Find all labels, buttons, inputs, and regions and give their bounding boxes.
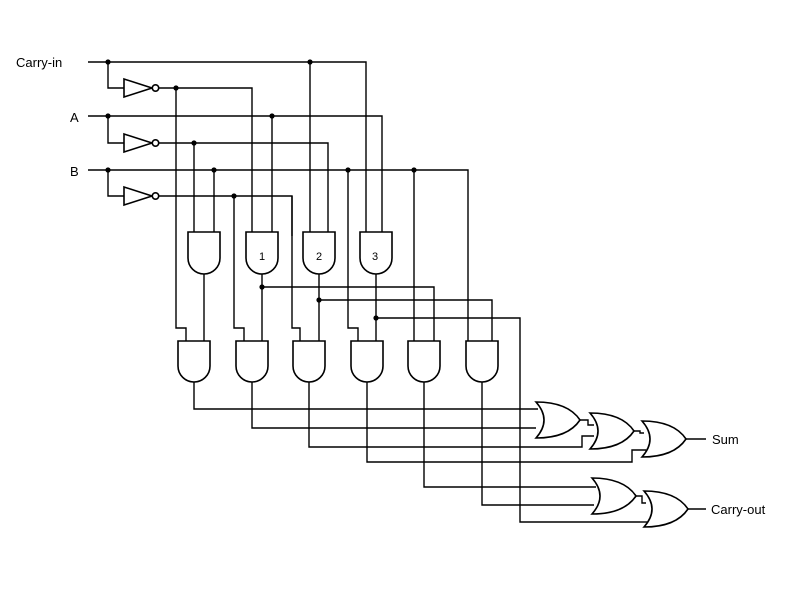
label-b: B	[70, 164, 79, 179]
or-gate-sum-2	[588, 412, 644, 450]
label-sum: Sum	[712, 432, 739, 447]
and-gate-mid-5	[465, 340, 499, 383]
or-gate-sum-1	[534, 401, 594, 439]
label-carry-out: Carry-out	[711, 502, 766, 517]
inverter-b	[123, 185, 293, 236]
inverter-carry-in	[123, 77, 253, 236]
gate-number-1: 1	[259, 251, 265, 263]
and-gate-mid-2	[292, 340, 326, 383]
gate-number-2: 2	[316, 251, 322, 263]
input-rails	[88, 59, 469, 345]
inverter-a	[123, 132, 329, 236]
and-gate-mid-4	[407, 340, 441, 383]
label-carry-in: Carry-in	[16, 55, 62, 70]
and-gate-top-0	[187, 231, 221, 275]
gate-number-3: 3	[372, 251, 378, 263]
and-gate-top-1: 1	[245, 231, 279, 275]
or-gate-carry-1	[590, 477, 646, 515]
or-gate-sum-3	[640, 420, 706, 458]
and-gate-mid-0	[177, 340, 211, 383]
and-gate-top-3: 3	[359, 231, 393, 275]
or-gate-carry-2	[642, 490, 706, 528]
and-gate-top-2: 2	[302, 231, 336, 275]
and-gate-mid-1	[235, 340, 269, 383]
label-a: A	[70, 110, 79, 125]
and-gate-mid-3	[350, 340, 384, 383]
